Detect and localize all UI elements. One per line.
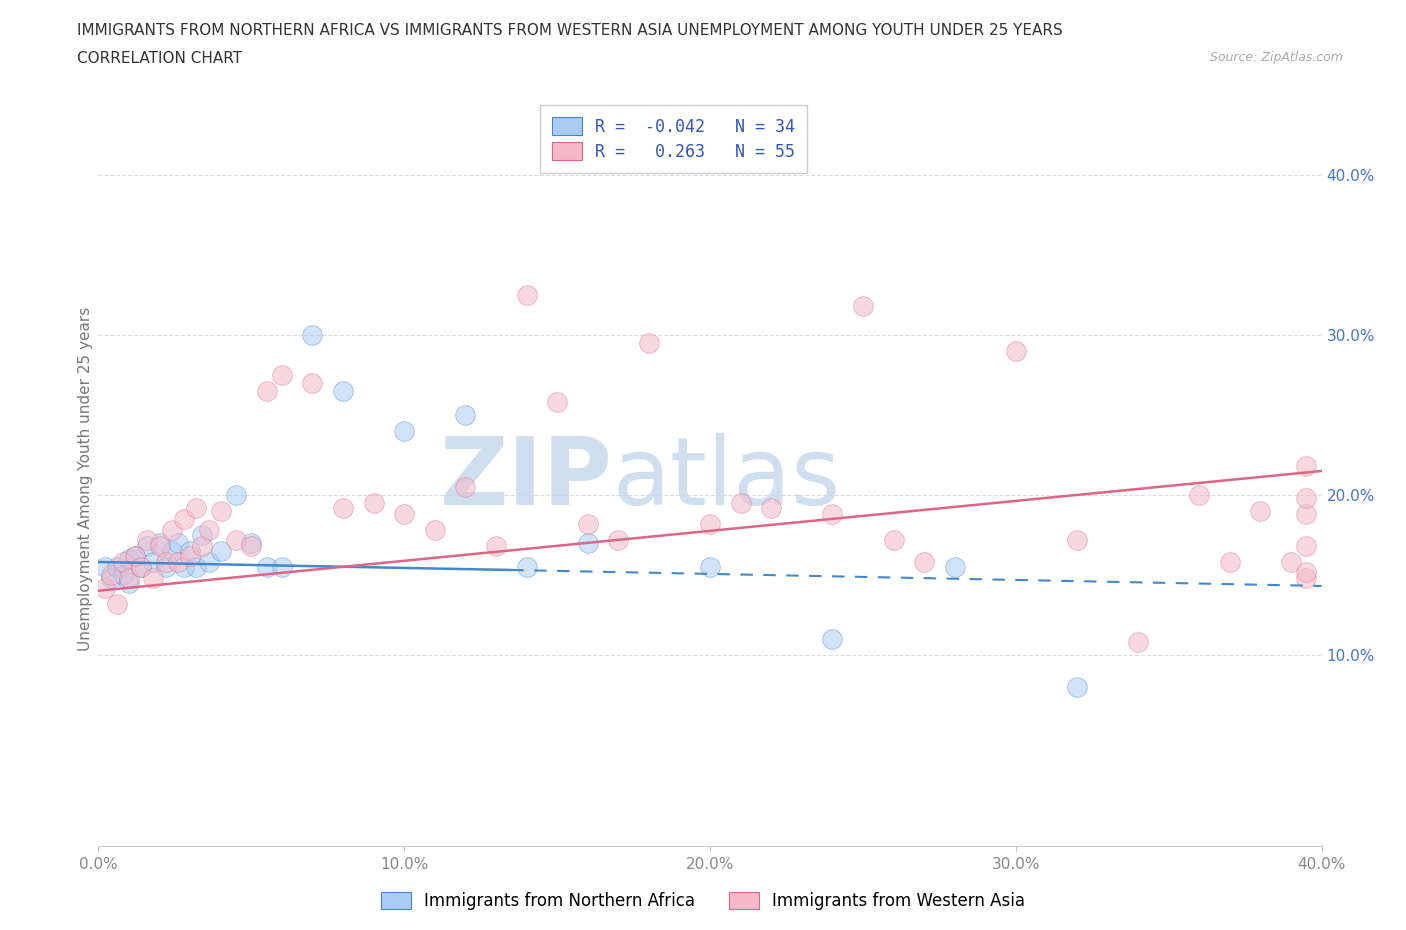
Point [454, 480, 477, 495]
Point [225, 532, 247, 547]
Legend: R =  -0.042   N = 34, R =   0.263   N = 55: R = -0.042 N = 34, R = 0.263 N = 55 [540, 105, 807, 173]
Point [100, 567, 122, 582]
Point [173, 512, 195, 526]
Point [225, 487, 247, 502]
Point [149, 538, 172, 553]
Point [256, 384, 278, 399]
Point [332, 500, 354, 515]
Point [1219, 554, 1241, 569]
Point [240, 538, 263, 553]
Point [883, 532, 905, 547]
Point [1188, 487, 1211, 502]
Point [93, 559, 115, 574]
Point [136, 532, 159, 547]
Point [607, 532, 630, 547]
Point [155, 554, 177, 569]
Point [179, 548, 201, 563]
Point [363, 496, 385, 511]
Point [576, 536, 599, 551]
Point [118, 551, 141, 566]
Point [149, 536, 172, 551]
Point [301, 327, 323, 342]
Point [270, 559, 292, 574]
Point [699, 559, 721, 574]
Point [546, 395, 568, 410]
Point [730, 496, 752, 511]
Point [118, 570, 141, 585]
Point [256, 559, 278, 574]
Point [209, 503, 232, 518]
Point [191, 527, 214, 542]
Point [1004, 344, 1026, 359]
Point [197, 523, 219, 538]
Point [142, 570, 165, 585]
Legend: Immigrants from Northern Africa, Immigrants from Western Asia: Immigrants from Northern Africa, Immigra… [374, 885, 1032, 917]
Point [173, 559, 195, 574]
Point [209, 543, 232, 558]
Point [124, 548, 146, 563]
Point [759, 500, 782, 515]
Point [1295, 538, 1317, 553]
Point [160, 523, 183, 538]
Point [301, 376, 323, 391]
Point [186, 559, 208, 574]
Point [129, 559, 152, 574]
Point [423, 523, 446, 538]
Point [118, 576, 141, 591]
Point [1295, 491, 1317, 506]
Point [821, 507, 844, 522]
Point [167, 536, 190, 551]
Point [111, 567, 134, 582]
Point [1295, 565, 1317, 579]
Point [191, 538, 214, 553]
Point [943, 559, 966, 574]
Point [1066, 532, 1088, 547]
Point [197, 554, 219, 569]
Point [240, 536, 263, 551]
Text: atlas: atlas [612, 433, 841, 525]
Point [124, 548, 146, 563]
Point [1066, 679, 1088, 694]
Point [852, 299, 875, 314]
Point [129, 559, 152, 574]
Point [93, 580, 115, 595]
Point [485, 538, 508, 553]
Text: CORRELATION CHART: CORRELATION CHART [77, 51, 242, 66]
Point [516, 288, 538, 303]
Point [186, 500, 208, 515]
Point [516, 559, 538, 574]
Point [270, 367, 292, 382]
Point [912, 554, 935, 569]
Point [160, 543, 183, 558]
Point [1295, 458, 1317, 473]
Point [1128, 634, 1150, 649]
Point [105, 596, 128, 611]
Point [142, 554, 165, 569]
Point [155, 559, 177, 574]
Point [1295, 570, 1317, 585]
Point [454, 407, 477, 422]
Point [637, 336, 661, 351]
Point [136, 538, 159, 553]
Point [392, 423, 416, 438]
Point [392, 507, 416, 522]
Point [100, 570, 122, 585]
Point [821, 631, 844, 646]
Point [1279, 554, 1302, 569]
Text: ZIP: ZIP [439, 433, 612, 525]
Point [699, 516, 721, 531]
Text: IMMIGRANTS FROM NORTHERN AFRICA VS IMMIGRANTS FROM WESTERN ASIA UNEMPLOYMENT AMO: IMMIGRANTS FROM NORTHERN AFRICA VS IMMIG… [77, 23, 1063, 38]
Point [332, 384, 354, 399]
Point [179, 543, 201, 558]
Point [105, 559, 128, 574]
Point [1249, 503, 1271, 518]
Text: Source: ZipAtlas.com: Source: ZipAtlas.com [1209, 51, 1343, 64]
Point [1295, 507, 1317, 522]
Point [576, 516, 599, 531]
Point [167, 554, 190, 569]
Y-axis label: Unemployment Among Youth under 25 years: Unemployment Among Youth under 25 years [77, 307, 93, 651]
Point [111, 554, 134, 569]
